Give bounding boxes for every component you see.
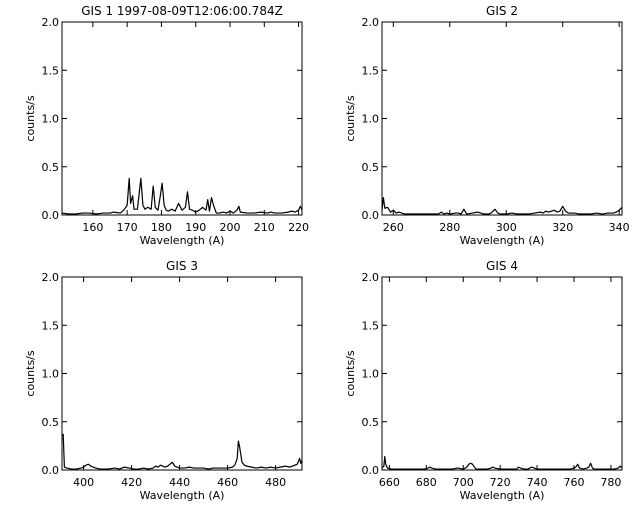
gis-4-y-tick-label: 1.5: [362, 319, 380, 332]
gis-1-panel: GIS 1 1997-08-09T12:06:00.784Z 160 170 180…: [24, 4, 309, 247]
gis-1-x-tick-label: 210: [254, 221, 275, 234]
gis-1-y-tick-label: 1.5: [42, 64, 60, 77]
gis-1-y-tick-label: 2.0: [42, 16, 60, 29]
gis-1-title: GIS 1 1997-08-09T12:06:00.784Z: [81, 4, 283, 18]
gis-2-x-axis-label: Wavelength (A): [460, 234, 545, 247]
gis-4-x-axis-label: Wavelength (A): [460, 489, 545, 502]
gis-2-x-tick-label: 320: [552, 221, 573, 234]
gis-1-x-tick-label: 180: [151, 221, 172, 234]
gis-3-x-tick-label: 460: [217, 476, 238, 489]
gis-2-y-tick-label: 1.5: [362, 64, 380, 77]
gis-3-y-tick-label: 1.0: [42, 368, 60, 381]
gis-4-y-axis: 0.0 0.5 1.0 1.5 2.0: [362, 271, 622, 477]
gis-4-series-layer: [381, 455, 623, 470]
gis-3-x-tick-label: 480: [265, 476, 286, 489]
gis-1-spectrum-line: [61, 177, 303, 215]
gis-4-x-tick-label: 660: [379, 476, 400, 489]
gis-1-x-tick-label: 190: [185, 221, 206, 234]
gis-1-x-tick-label: 200: [220, 221, 241, 234]
gis-4-x-tick-label: 780: [600, 476, 621, 489]
gis-4-x-tick-label: 740: [527, 476, 548, 489]
gis-2-x-tick-label: 340: [609, 221, 630, 234]
gis-4-y-tick-label: 1.0: [362, 368, 380, 381]
gis-2-y-tick-label: 0.5: [362, 161, 380, 174]
gis-1-x-axis: 160 170 180 190 200 210 220: [82, 22, 309, 234]
gis-3-y-tick-label: 1.5: [42, 319, 60, 332]
gis-2-y-axis-label: counts/s: [344, 95, 357, 141]
gis-4-y-tick-label: 0.5: [362, 416, 380, 429]
gis-3-series-layer: [62, 433, 303, 470]
gis-2-x-tick-label: 300: [496, 221, 517, 234]
gis-4-panel: GIS 4 660 680 700 720 740 760 780 0.0 0.5 1.0 1.5…: [344, 259, 623, 502]
gis-2-y-axis: 0.0 0.5 1.0 1.5 2.0: [362, 16, 622, 222]
gis-3-title: GIS 3: [166, 259, 198, 273]
gis-2-x-tick-label: 260: [383, 221, 404, 234]
gis-3-x-tick-label: 420: [121, 476, 142, 489]
gis-2-spectrum-line: [381, 197, 623, 215]
gis-2-series-layer: [381, 197, 623, 215]
gis-3-y-tick-label: 0.5: [42, 416, 60, 429]
gis-3-panel: GIS 3 400 420 440 460 480 0.0 0.5 1.0 1.5 2.0 Wa…: [24, 259, 303, 502]
gis-3-x-axis-label: Wavelength (A): [140, 489, 225, 502]
gis-4-x-tick-label: 680: [416, 476, 437, 489]
gis-2-y-tick-label: 2.0: [362, 16, 380, 29]
gis-1-x-axis-label: Wavelength (A): [140, 234, 225, 247]
gis-4-y-tick-label: 0.0: [362, 464, 380, 477]
gis-2-x-tick-label: 280: [439, 221, 460, 234]
gis-1-y-tick-label: 0.0: [42, 209, 60, 222]
gis-4-title: GIS 4: [486, 259, 518, 273]
gis-3-x-axis: 400 420 440 460 480: [73, 277, 286, 489]
gis-1-x-tick-label: 160: [82, 221, 103, 234]
gis-1-y-axis-label: counts/s: [24, 95, 37, 141]
gis-4-x-tick-label: 760: [564, 476, 585, 489]
gis-3-y-axis-label: counts/s: [24, 350, 37, 396]
gis-3-x-tick-label: 400: [73, 476, 94, 489]
gis-2-title: GIS 2: [486, 4, 518, 18]
gis-3-y-tick-label: 2.0: [42, 271, 60, 284]
gis-3-x-tick-label: 440: [169, 476, 190, 489]
gis-4-x-tick-label: 700: [453, 476, 474, 489]
gis-4-y-axis-label: counts/s: [344, 350, 357, 396]
gis-4-x-tick-label: 720: [490, 476, 511, 489]
gis-4-y-tick-label: 2.0: [362, 271, 380, 284]
gis-1-y-tick-label: 0.5: [42, 161, 60, 174]
gis-3-y-tick-label: 0.0: [42, 464, 60, 477]
gis-1-x-tick-label: 170: [117, 221, 138, 234]
gis-1-x-tick-label: 220: [288, 221, 309, 234]
gis-2-panel: GIS 2 260 280 300 320 340 0.0 0.5 1.0 1.5 2.0 Wa…: [344, 4, 630, 247]
gis-3-spectrum-line: [62, 433, 303, 470]
gis-1-series-layer: [61, 177, 303, 215]
gis-2-y-tick-label: 1.0: [362, 113, 380, 126]
gis-1-y-axis: 0.0 0.5 1.0 1.5 2.0: [42, 16, 302, 222]
gis-3-y-axis: 0.0 0.5 1.0 1.5 2.0: [42, 271, 302, 477]
gis-1-y-tick-label: 1.0: [42, 113, 60, 126]
gis-2-y-tick-label: 0.0: [362, 209, 380, 222]
gis-4-spectrum-line: [381, 455, 623, 470]
gis-2-x-axis: 260 280 300 320 340: [383, 22, 630, 234]
gis-4-x-axis: 660 680 700 720 740 760 780: [379, 277, 621, 489]
